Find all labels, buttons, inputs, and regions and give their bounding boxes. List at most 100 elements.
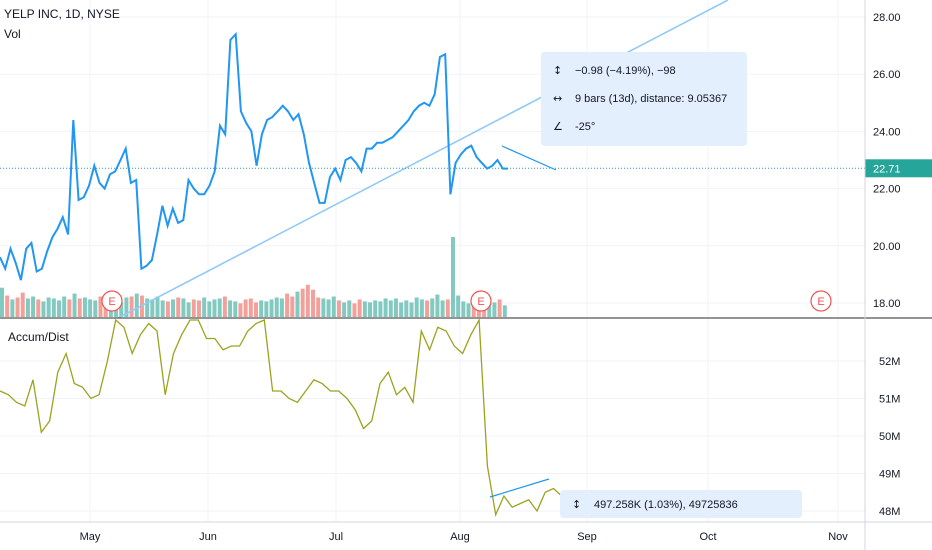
volume-bar — [160, 300, 165, 317]
volume-bar — [388, 300, 393, 317]
volume-bar — [456, 295, 461, 317]
volume-bar — [497, 299, 502, 317]
measure-bars: 9 bars (13d), distance: 9.05367 — [575, 93, 728, 105]
earnings-marker-label: E — [817, 296, 824, 308]
volume-bar — [57, 300, 62, 317]
ad-tick-label: 51M — [879, 394, 900, 406]
ad-measure-change: 497.258K (1.03%), 49725836 — [594, 499, 738, 511]
measure-line — [501, 145, 557, 171]
ad-measure-line — [489, 478, 550, 498]
volume-bar — [254, 302, 258, 317]
volume-bar — [243, 299, 248, 317]
price-tick-label: 26.00 — [873, 69, 901, 81]
earnings-marker — [470, 290, 492, 312]
measure-change: −0.98 (−4.19%), −98 — [575, 65, 676, 77]
volume-bar — [25, 298, 30, 317]
ad-tick-label: 49M — [879, 469, 900, 481]
volume-bar — [82, 297, 87, 317]
time-tick-label: Jun — [199, 531, 217, 543]
volume-bar — [393, 298, 398, 317]
volume-bar — [362, 301, 367, 317]
accum-dist-line — [0, 317, 571, 518]
volume-bar — [129, 296, 134, 317]
volume-bar — [186, 302, 191, 317]
volume-bar — [0, 287, 4, 317]
volume-label: Vol — [4, 27, 21, 41]
volume-bar — [264, 301, 269, 317]
volume-bar — [502, 305, 507, 317]
time-tick-label: Jul — [329, 531, 343, 543]
volume-bar — [279, 298, 284, 317]
volume-bar — [5, 295, 10, 317]
symbol-title: YELP INC, 1D, NYSE — [4, 7, 120, 21]
volume-bar — [98, 296, 103, 317]
volume-bar — [46, 297, 51, 317]
time-tick-label: Oct — [699, 531, 716, 543]
volume-bar — [259, 300, 264, 317]
volume-bar — [124, 297, 129, 317]
volume-bar — [171, 299, 176, 317]
earnings-marker — [101, 290, 123, 312]
volume-bar — [285, 293, 290, 317]
volume-bar — [233, 301, 238, 317]
volume-bar — [248, 298, 253, 317]
volume-bar — [202, 297, 207, 317]
volume-bar — [77, 298, 82, 317]
time-tick-label: May — [80, 531, 101, 543]
volume-bar — [269, 299, 274, 317]
volume-bar — [326, 299, 331, 317]
price-line — [0, 31, 508, 281]
volume-bar — [342, 302, 347, 317]
volume-bar — [316, 297, 321, 317]
volume-bar — [409, 302, 414, 317]
earnings-marker-label: E — [108, 296, 115, 308]
volume-bar — [492, 302, 497, 317]
volume-bar — [373, 300, 378, 317]
volume-bar — [331, 296, 336, 317]
earnings-marker-label: E — [477, 296, 484, 308]
volume-bar — [290, 296, 295, 317]
volume-bar — [305, 284, 310, 317]
volume-bar — [383, 298, 388, 317]
volume-bar — [31, 296, 36, 317]
volume-bar — [311, 289, 316, 317]
volume-bar — [20, 292, 25, 317]
volume-bar — [165, 301, 170, 317]
earnings-marker — [810, 290, 832, 312]
volume-bar — [378, 301, 383, 317]
ad-tick-label: 52M — [879, 356, 900, 368]
volume-bar — [238, 303, 243, 317]
volume-bar — [347, 300, 352, 317]
volume-bar — [155, 296, 160, 317]
volume-bar — [217, 298, 222, 317]
volume-bar — [10, 299, 15, 317]
time-tick-label: Sep — [577, 531, 597, 543]
price-tick-label: 18.00 — [873, 298, 901, 310]
price-tick-label: 28.00 — [873, 12, 901, 24]
volume-bar — [274, 297, 279, 317]
volume-bar — [119, 302, 124, 317]
ad-measure-tooltip: ↕ 497.258K (1.03%), 49725836 — [560, 490, 802, 518]
volume-bar — [72, 293, 77, 317]
volume-bar — [440, 300, 445, 317]
volume-bar — [352, 303, 357, 317]
volume-bar — [336, 300, 341, 317]
volume-bar — [88, 299, 93, 317]
time-tick-label: Aug — [450, 531, 470, 543]
measure-angle: -25° — [575, 121, 596, 133]
time-tick-label: Nov — [828, 531, 848, 543]
volume-bar — [445, 299, 450, 317]
volume-bar — [150, 299, 155, 317]
volume-bar — [181, 298, 186, 317]
volume-bar — [51, 298, 56, 317]
volume-bar — [461, 301, 466, 317]
volume-bar — [321, 298, 326, 317]
accum-dist-label: Accum/Dist — [8, 330, 69, 344]
volume-bar — [222, 296, 227, 317]
volume-bar — [212, 299, 217, 317]
volume-bar — [228, 300, 233, 317]
volume-bar — [67, 299, 72, 317]
volume-bar — [134, 293, 139, 317]
